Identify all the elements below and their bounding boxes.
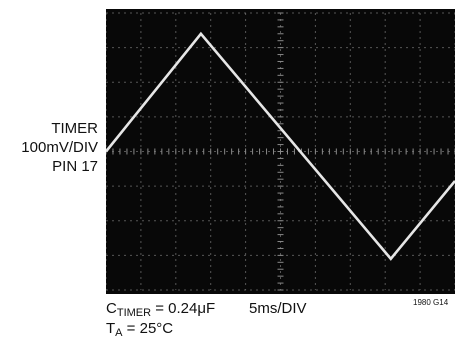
scope-plot xyxy=(106,12,455,291)
channel-name: TIMER xyxy=(51,120,98,137)
c-timer-value: = 0.24μF xyxy=(151,300,216,317)
timebase-caption: 5ms/DIV xyxy=(249,300,307,317)
oscilloscope-screen xyxy=(106,9,455,294)
channel-scale: 100mV/DIV xyxy=(21,139,98,156)
ta-symbol: T xyxy=(106,320,116,337)
c-timer-subscript: TIMER xyxy=(116,307,152,319)
timer-waveform-trace xyxy=(106,31,455,261)
c-timer-symbol: C xyxy=(106,300,117,317)
ta-subscript: A xyxy=(115,327,123,339)
channel-pin: PIN 17 xyxy=(52,158,98,175)
ta-value: = 25°C xyxy=(122,320,174,337)
channel-label: TIMER 100mV/DIV PIN 17 xyxy=(0,119,98,176)
temperature-caption: TA = 25°C xyxy=(106,320,174,339)
figure-code: 1980 G14 xyxy=(413,298,449,307)
timer-capacitor-caption: CTIMER = 0.24μF xyxy=(106,300,216,319)
